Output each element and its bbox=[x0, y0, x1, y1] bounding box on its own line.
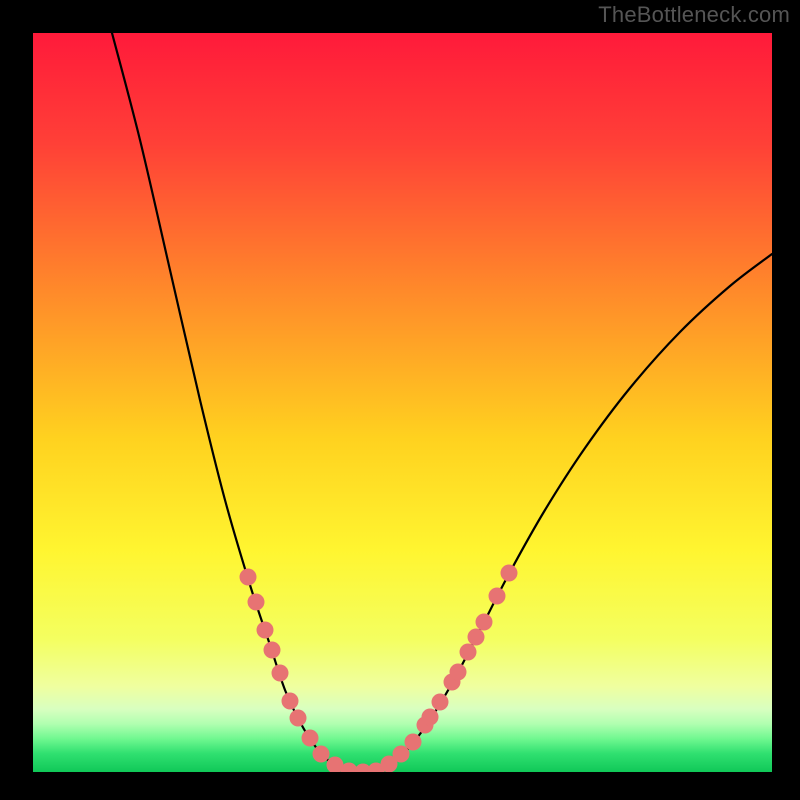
curve-marker bbox=[282, 693, 299, 710]
curve-marker bbox=[393, 746, 410, 763]
curve-marker bbox=[489, 588, 506, 605]
curve-marker bbox=[313, 746, 330, 763]
chart-container: { "watermark": { "text": "TheBottleneck.… bbox=[0, 0, 800, 800]
curve-marker bbox=[405, 734, 422, 751]
curve-marker bbox=[468, 629, 485, 646]
curve-marker bbox=[257, 622, 274, 639]
curve-marker bbox=[240, 569, 257, 586]
curve-marker bbox=[460, 644, 477, 661]
curve-marker bbox=[422, 709, 439, 726]
watermark-text: TheBottleneck.com bbox=[598, 2, 790, 28]
curve-marker bbox=[290, 710, 307, 727]
curve-marker bbox=[476, 614, 493, 631]
curve-marker bbox=[501, 565, 518, 582]
plot-background bbox=[33, 33, 772, 772]
bottleneck-curve-chart bbox=[0, 0, 800, 800]
curve-marker bbox=[248, 594, 265, 611]
curve-marker bbox=[450, 664, 467, 681]
curve-marker bbox=[302, 730, 319, 747]
curve-marker bbox=[264, 642, 281, 659]
curve-marker bbox=[432, 694, 449, 711]
curve-marker bbox=[272, 665, 289, 682]
